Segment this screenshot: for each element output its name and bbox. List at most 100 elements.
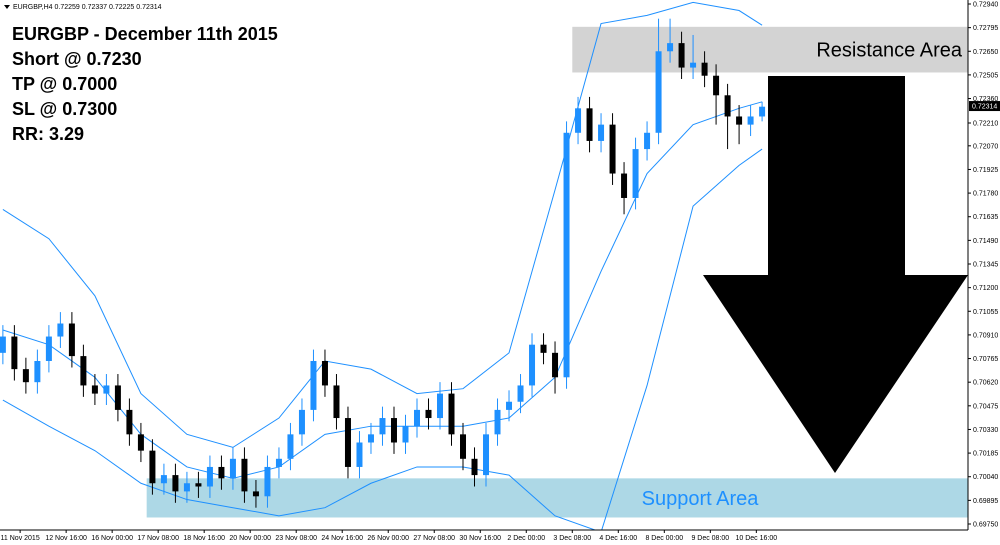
y-tick-label: 0.70330 bbox=[973, 427, 998, 434]
candle-body bbox=[471, 458, 478, 476]
resistance-zone bbox=[572, 26, 968, 73]
candle-body bbox=[80, 356, 87, 386]
candle-body bbox=[483, 434, 490, 476]
candle-body bbox=[379, 418, 386, 435]
candle-body bbox=[563, 132, 570, 378]
y-tick-label: 0.72795 bbox=[973, 25, 998, 32]
candle-body bbox=[644, 132, 651, 150]
candle-body bbox=[575, 108, 582, 133]
x-tick-label: 17 Nov 08:00 bbox=[137, 535, 179, 542]
last-price-box bbox=[969, 101, 1000, 112]
y-tick-label: 0.71055 bbox=[973, 309, 998, 316]
x-tick-label: 12 Nov 16:00 bbox=[45, 535, 87, 542]
candle-body bbox=[103, 385, 110, 394]
candle-body bbox=[45, 336, 52, 361]
candle-body bbox=[402, 426, 409, 443]
candle-body bbox=[425, 409, 432, 419]
candle-body bbox=[736, 116, 743, 125]
candle-body bbox=[621, 173, 628, 198]
note: EURGBP - December 11th 2015 bbox=[12, 24, 278, 44]
candle-body bbox=[494, 409, 501, 435]
x-tick-label: 20 Nov 00:00 bbox=[229, 535, 271, 542]
candle-body bbox=[540, 344, 547, 353]
candle-body bbox=[333, 385, 340, 419]
note: TP @ 0.7000 bbox=[12, 74, 117, 94]
y-tick-label: 0.72210 bbox=[973, 120, 998, 127]
x-tick-label: 18 Nov 16:00 bbox=[183, 535, 225, 542]
note: RR: 3.29 bbox=[12, 124, 84, 144]
y-tick-label: 0.71780 bbox=[973, 191, 998, 198]
note: Short @ 0.7230 bbox=[12, 49, 142, 69]
x-tick-label: 9 Dec 08:00 bbox=[691, 535, 729, 542]
x-tick-label: 30 Nov 16:00 bbox=[459, 535, 501, 542]
zone-label: Resistance Area bbox=[816, 40, 963, 62]
candle-body bbox=[172, 475, 179, 492]
y-tick-label: 0.71490 bbox=[973, 238, 998, 245]
candle-body bbox=[667, 43, 674, 52]
y-tick-label: 0.72505 bbox=[973, 72, 998, 79]
y-tick-label: 0.71345 bbox=[973, 262, 998, 269]
y-tick-label: 0.71635 bbox=[973, 214, 998, 221]
x-tick-label: 2 Dec 00:00 bbox=[507, 535, 545, 542]
candle-body bbox=[724, 95, 731, 117]
candle-body bbox=[344, 418, 351, 467]
note: SL @ 0.7300 bbox=[12, 99, 117, 119]
x-tick-label: 27 Nov 08:00 bbox=[413, 535, 455, 542]
candle-body bbox=[460, 434, 467, 459]
candle-body bbox=[206, 466, 213, 487]
y-tick-label: 0.71925 bbox=[973, 167, 998, 174]
x-tick-label: 23 Nov 08:00 bbox=[275, 535, 317, 542]
candle-body bbox=[506, 401, 513, 410]
candle-body bbox=[517, 385, 524, 402]
y-tick-label: 0.72360 bbox=[973, 96, 998, 103]
candle-body bbox=[275, 458, 282, 467]
y-tick-label: 0.70765 bbox=[973, 356, 998, 363]
candle-body bbox=[759, 106, 766, 117]
candle-body bbox=[529, 344, 536, 386]
support-zone bbox=[146, 478, 968, 518]
y-tick-label: 0.72070 bbox=[973, 143, 998, 150]
x-tick-label: 4 Dec 16:00 bbox=[599, 535, 637, 542]
zones bbox=[146, 26, 968, 518]
candle-body bbox=[11, 336, 18, 370]
candle-body bbox=[57, 323, 64, 337]
candle-body bbox=[91, 385, 98, 394]
y-tick-label: 0.70475 bbox=[973, 403, 998, 410]
candle-body bbox=[310, 360, 317, 410]
candle-body bbox=[160, 475, 167, 484]
candle-body bbox=[390, 418, 397, 443]
header: EURGBP,H4 0.72259 0.72337 0.72225 0.7231… bbox=[13, 4, 162, 11]
zone-label: Support Area bbox=[642, 488, 760, 510]
candle-body bbox=[298, 409, 305, 435]
y-tick-label: 0.70040 bbox=[973, 474, 998, 481]
candle-body bbox=[586, 108, 593, 141]
bollinger-band bbox=[2, 1, 763, 448]
candle-body bbox=[195, 483, 202, 487]
candle-body bbox=[655, 51, 662, 133]
candle-body bbox=[701, 62, 708, 76]
x-tick-label: 3 Dec 08:00 bbox=[553, 535, 591, 542]
candle-body bbox=[264, 466, 271, 497]
candle-body bbox=[413, 409, 420, 427]
candle-body bbox=[126, 409, 133, 435]
x-tick-label: 11 Nov 2015 bbox=[1, 535, 40, 542]
candle-body bbox=[218, 466, 225, 479]
candle-body bbox=[252, 491, 259, 497]
x-tick-label: 24 Nov 16:00 bbox=[321, 535, 363, 542]
candle-body bbox=[68, 323, 75, 357]
candle-body bbox=[114, 385, 121, 410]
x-tick-label: 26 Nov 00:00 bbox=[367, 535, 409, 542]
candle-body bbox=[609, 124, 616, 174]
candle-body bbox=[356, 442, 363, 467]
candle-body bbox=[229, 458, 236, 479]
candle-body bbox=[287, 434, 294, 459]
y-tick-label: 0.69895 bbox=[973, 498, 998, 505]
y-tick-label: 0.71200 bbox=[973, 285, 998, 292]
candle-body bbox=[241, 458, 248, 492]
candle-body bbox=[0, 336, 6, 353]
candle-body bbox=[747, 116, 754, 125]
y-tick-label: 0.69750 bbox=[973, 522, 998, 529]
